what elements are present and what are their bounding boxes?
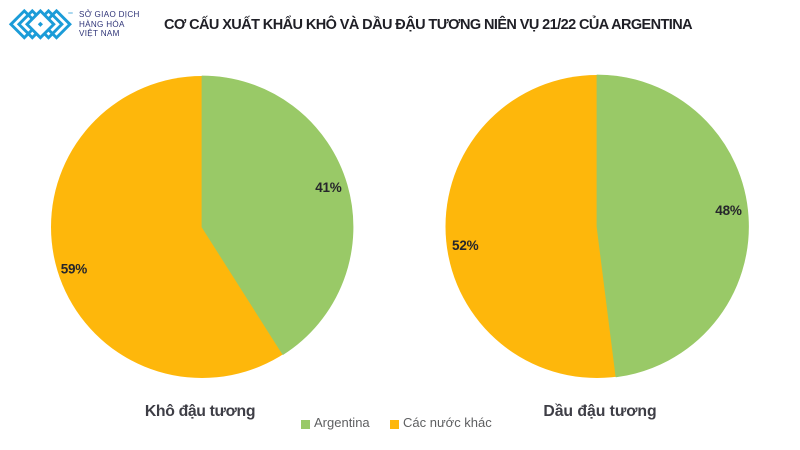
svg-text:59%: 59%: [61, 262, 88, 277]
svg-text:41%: 41%: [315, 180, 342, 195]
svg-text:48%: 48%: [715, 203, 742, 218]
svg-text:52%: 52%: [452, 238, 479, 253]
